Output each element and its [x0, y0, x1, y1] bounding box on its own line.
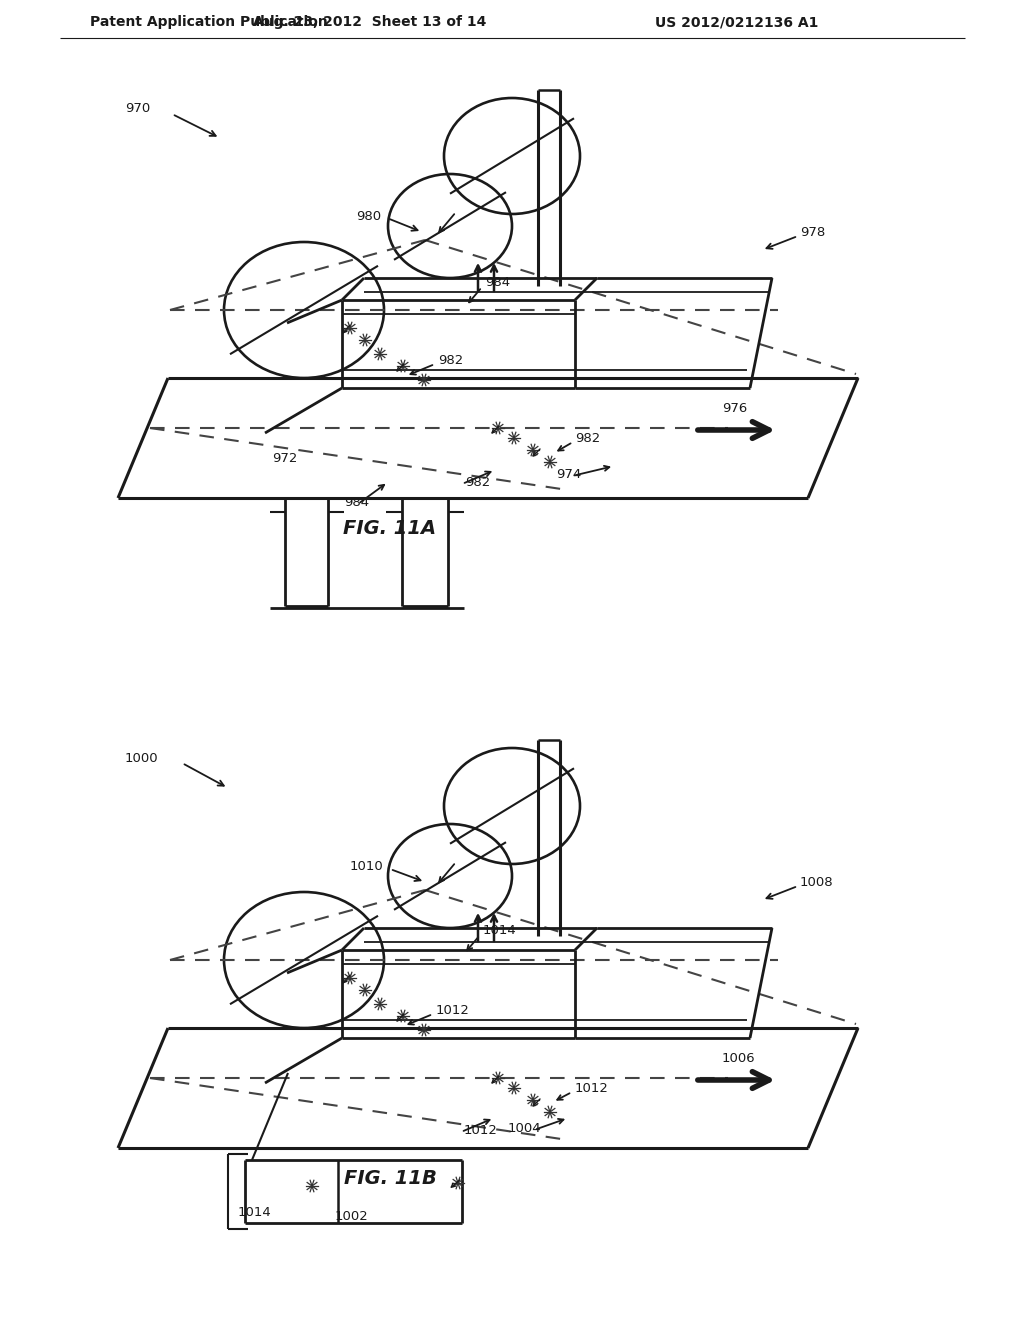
- Text: 1014: 1014: [483, 924, 517, 936]
- Text: Aug. 23, 2012  Sheet 13 of 14: Aug. 23, 2012 Sheet 13 of 14: [253, 15, 486, 29]
- Text: 980: 980: [356, 210, 381, 223]
- Text: 1012: 1012: [436, 1003, 470, 1016]
- Text: 1002: 1002: [335, 1209, 369, 1222]
- Text: 1006: 1006: [722, 1052, 756, 1064]
- Text: Patent Application Publication: Patent Application Publication: [90, 15, 328, 29]
- Text: 1012: 1012: [575, 1081, 609, 1094]
- Text: 1000: 1000: [125, 751, 159, 764]
- Text: US 2012/0212136 A1: US 2012/0212136 A1: [655, 15, 818, 29]
- Text: FIG. 11B: FIG. 11B: [344, 1168, 436, 1188]
- Text: 984: 984: [485, 276, 510, 289]
- Text: 1014: 1014: [238, 1205, 271, 1218]
- Text: 982: 982: [575, 432, 600, 445]
- Text: 1012: 1012: [464, 1123, 498, 1137]
- Text: FIG. 11A: FIG. 11A: [343, 519, 436, 537]
- Text: 984: 984: [344, 495, 369, 508]
- Text: 982: 982: [465, 475, 490, 488]
- Text: 970: 970: [125, 102, 151, 115]
- Text: 978: 978: [800, 226, 825, 239]
- Text: 972: 972: [272, 451, 297, 465]
- Text: 976: 976: [722, 401, 748, 414]
- Text: 982: 982: [438, 354, 463, 367]
- Text: 974: 974: [556, 467, 582, 480]
- Text: 1010: 1010: [350, 859, 384, 873]
- Text: 1008: 1008: [800, 875, 834, 888]
- Text: 1004: 1004: [508, 1122, 542, 1134]
